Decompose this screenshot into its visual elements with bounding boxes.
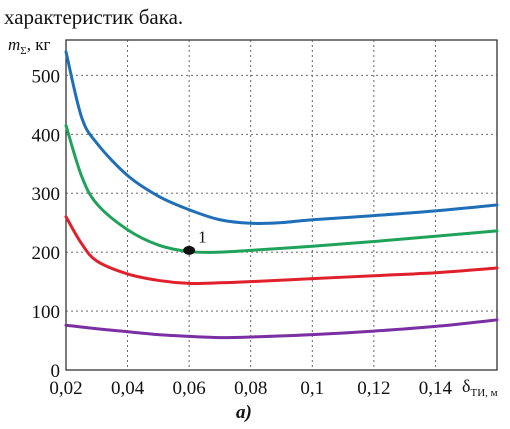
- series-line-4: [64, 318, 499, 340]
- plot-frame: [65, 39, 498, 371]
- x-tick-label: 0,08: [234, 378, 267, 399]
- y-tick-labels: 0 100 200 300 400 500: [32, 66, 61, 382]
- y-axis-symbol: m: [8, 35, 20, 54]
- y-tick-label: 100: [32, 302, 61, 323]
- x-tick-labels: 0,02 0,04 0,06 0,08 0,1 0,12 0,14: [49, 378, 452, 399]
- x-tick-label: 0,06: [173, 378, 206, 399]
- x-tick-label: 0,02: [49, 378, 82, 399]
- x-axis-label: δТИ, м: [462, 376, 498, 399]
- y-axis-label: mΣ, кг: [8, 35, 50, 57]
- x-axis-subscript: ТИ, м: [470, 387, 497, 399]
- x-tick-label: 0,12: [357, 378, 390, 399]
- annotation-label: 1: [198, 227, 207, 246]
- y-tick-label: 200: [32, 243, 61, 264]
- x-tick-label: 0,04: [111, 378, 145, 399]
- series-line-1: [64, 50, 499, 225]
- series-line-2: [64, 123, 499, 254]
- x-axis-symbol: δ: [462, 376, 470, 396]
- x-tick-label: 0,14: [419, 378, 453, 399]
- x-tick-label: 0,1: [300, 378, 324, 399]
- y-axis-subscript: Σ: [20, 45, 26, 57]
- plot-border: [65, 39, 498, 371]
- annotations: 1: [183, 227, 207, 255]
- caption-top: характеристик бака.: [4, 5, 183, 29]
- marker-point: [183, 245, 196, 255]
- y-tick-label: 300: [32, 184, 61, 205]
- y-tick-label: 500: [32, 66, 61, 87]
- series-lines: [64, 50, 499, 340]
- y-axis-unit: , кг: [27, 35, 51, 54]
- panel-label: а): [236, 402, 252, 423]
- grid-lines: [66, 40, 497, 370]
- series-line-3: [64, 215, 499, 285]
- y-tick-label: 400: [32, 125, 61, 146]
- y-tick-label: 0: [51, 361, 61, 382]
